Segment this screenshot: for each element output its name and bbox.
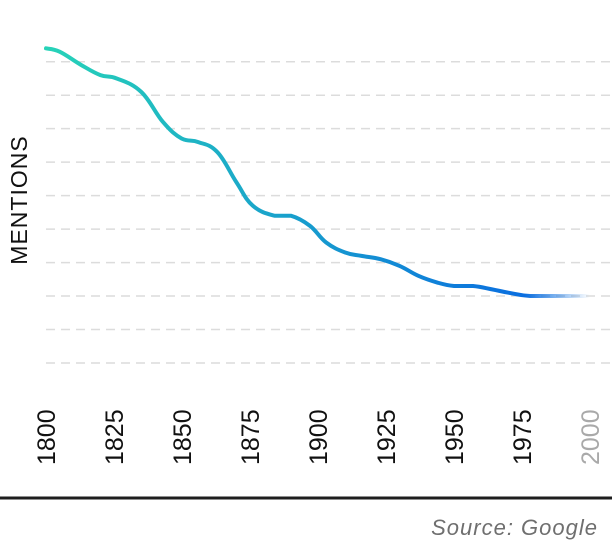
x-tick-label: 1825 [101, 409, 129, 465]
x-tick-label: 1875 [237, 409, 265, 465]
x-tick-label: 1850 [169, 409, 197, 465]
y-axis-label: MENTIONS [6, 135, 32, 264]
source-caption: Source: Google [431, 515, 598, 540]
series-line [44, 46, 592, 299]
x-tick-label: 1925 [373, 409, 401, 465]
x-axis-ticks: 1800 1825 1850 1875 1900 1925 1950 1975 2000 [33, 409, 605, 465]
x-tick-label: 1800 [33, 409, 61, 465]
x-tick-label: 1950 [441, 409, 469, 465]
x-tick-label: 2000 [577, 409, 605, 465]
gridlines [46, 60, 612, 364]
x-tick-label: 1975 [509, 409, 537, 465]
x-tick-label: 1900 [305, 409, 333, 465]
